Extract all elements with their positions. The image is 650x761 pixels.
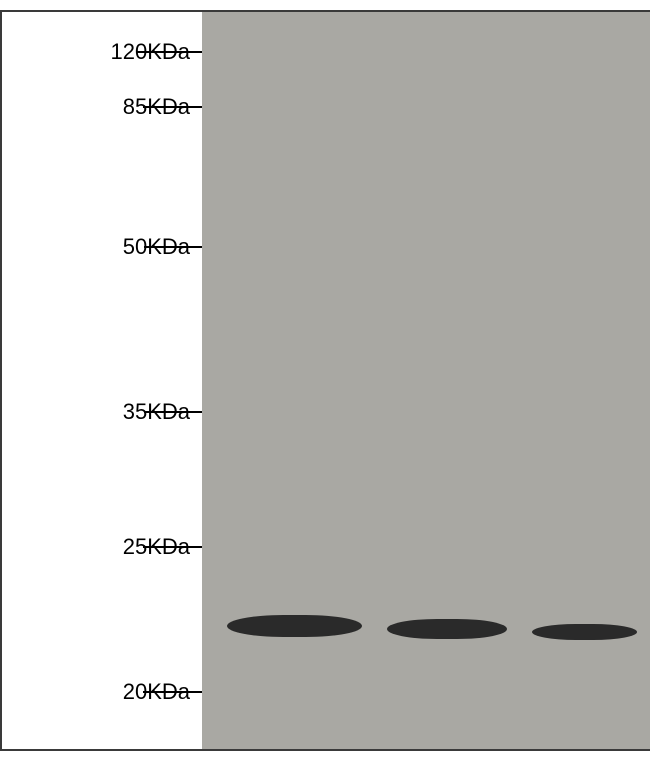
blot-band — [227, 615, 362, 637]
marker-tick — [143, 546, 202, 548]
blot-band — [387, 619, 507, 639]
marker-tick — [144, 411, 202, 413]
marker-tick — [143, 106, 202, 108]
marker-tick — [136, 51, 202, 53]
blot-band — [532, 624, 637, 640]
marker-tick — [144, 246, 202, 248]
marker-tick — [143, 691, 202, 693]
blot-frame: 120KDa85KDa50KDa35KDa25KDa20KDa — [0, 10, 650, 751]
